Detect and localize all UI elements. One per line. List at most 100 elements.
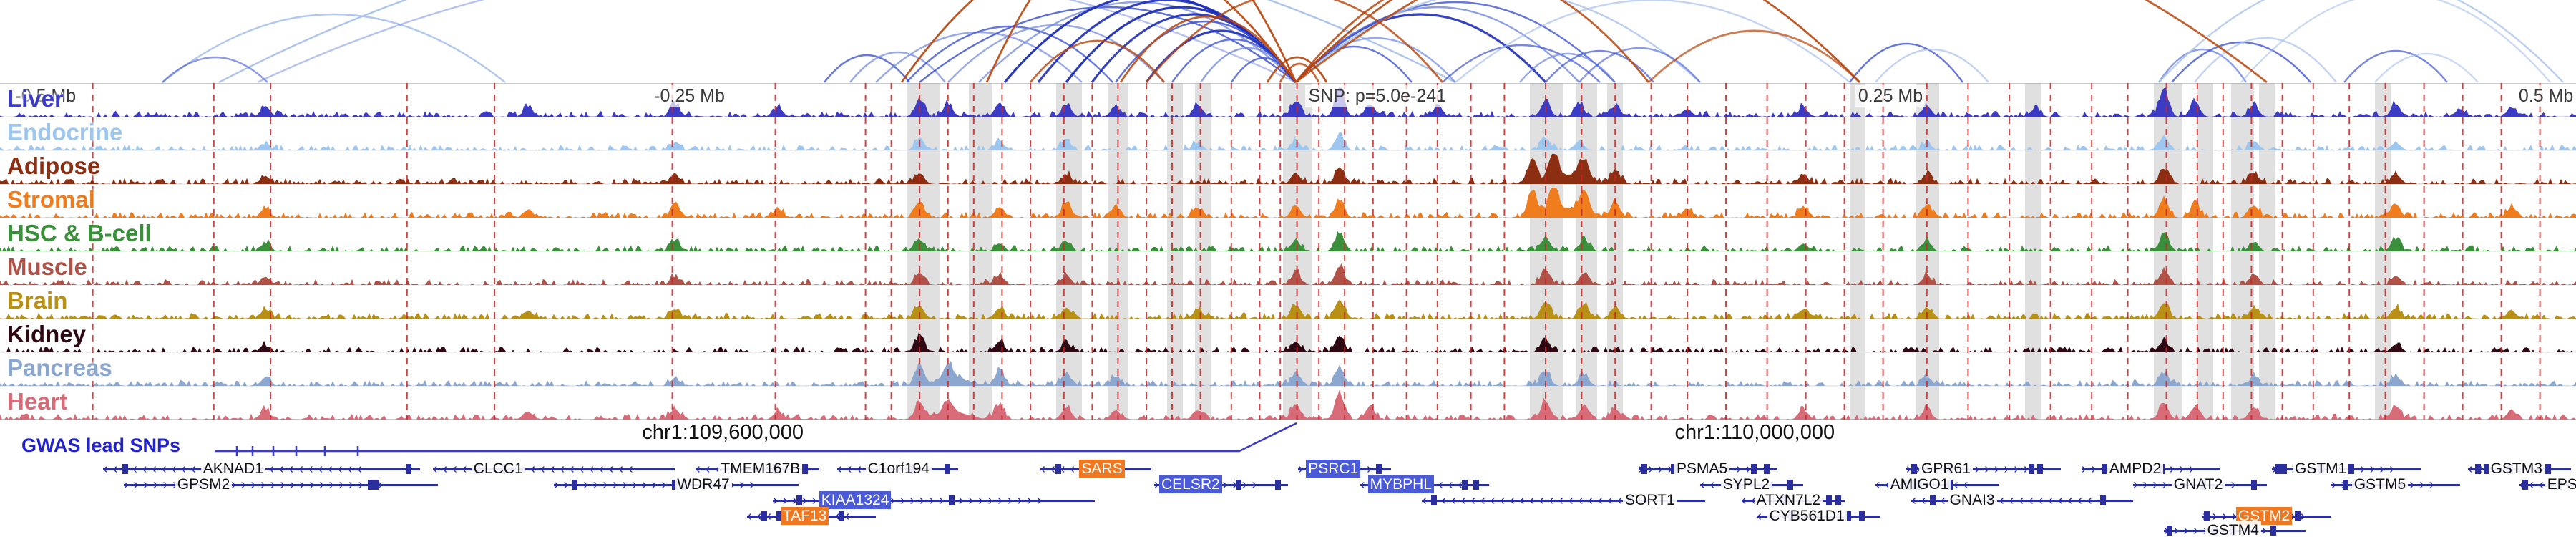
interaction-arc	[2158, 48, 2247, 83]
gene-exon	[1751, 464, 1757, 474]
gene-exon	[672, 480, 678, 490]
interaction-arc	[1579, 47, 1701, 83]
interaction-arc	[1519, 52, 1616, 83]
interaction-arc	[985, 0, 1297, 83]
gene-label-sort1: SORT1	[1623, 491, 1677, 509]
gene-exon	[406, 464, 411, 474]
signal-muscle	[0, 263, 2576, 285]
gene-exon	[2251, 480, 2257, 490]
gene-exon	[776, 511, 782, 521]
gene-label-mybphl: MYBPHL	[1367, 475, 1434, 493]
signal-heart	[0, 390, 2576, 420]
interaction-arc	[1295, 1, 1616, 83]
gene-exon	[1431, 495, 1437, 505]
ruler-label-0-5-mb: -0.5 Mb	[11, 85, 80, 107]
interaction-arcs-panel	[162, 0, 2564, 83]
gene-exon	[1787, 480, 1793, 490]
interaction-arc	[824, 54, 910, 83]
interaction-arc	[2374, 52, 2479, 83]
gene-exon	[1911, 464, 1917, 474]
interaction-arc	[1029, 39, 1166, 83]
gene-exon	[2204, 511, 2210, 521]
gene-exon	[2348, 464, 2354, 474]
gene-track: ‹‹‹‹‹‹‹‹‹‹‹‹‹‹‹‹‹‹‹‹‹‹‹‹‹‹‹AKNAD1›››››››…	[0, 419, 2576, 537]
gene-exon	[368, 480, 374, 490]
gene-exon	[1376, 464, 1382, 474]
signal-pancreas	[0, 360, 2576, 386]
gene-label-psrc1: PSRC1	[1306, 460, 1361, 478]
gene-exon	[2037, 464, 2043, 474]
interaction-arc	[947, 24, 1165, 83]
track-label-heart: Heart	[7, 388, 68, 415]
track-label-pancreas: Pancreas	[7, 354, 112, 381]
gwas-lead-snps-label: GWAS lead SNPs	[21, 435, 181, 456]
gene-label-aknad1: AKNAD1	[200, 460, 265, 478]
gene-exon	[1462, 480, 1468, 490]
gene-exon	[122, 464, 128, 474]
gene-exon	[949, 495, 955, 505]
gene-exon	[2167, 526, 2172, 536]
gene-strand-arrows: ‹‹‹‹‹‹‹‹‹‹‹‹‹‹‹‹‹‹‹‹‹‹‹‹	[1422, 493, 1657, 508]
gene-exon	[839, 511, 844, 521]
gene-label-gpsm2: GPSM2	[175, 475, 233, 493]
track-label-brain: Brain	[7, 287, 68, 314]
gene-label-gstm1: GSTM1	[2293, 460, 2349, 478]
track-label-liver: Liver	[7, 85, 64, 112]
gene-label-c1orf194: C1orf194	[865, 460, 932, 478]
track-label-kidney: Kidney	[7, 321, 87, 347]
interaction-arc	[2343, 49, 2448, 83]
interaction-arc	[1294, 0, 1650, 83]
gene-label-gstm5: GSTM5	[2351, 475, 2409, 493]
gene-label-cyb561d1: CYB561D1	[1767, 507, 1847, 525]
signal-adipose	[0, 154, 2576, 184]
gene-label-gstm4: GSTM4	[2205, 521, 2261, 537]
interaction-arc	[900, 0, 1297, 83]
gene-exon	[2281, 464, 2287, 474]
interaction-arc	[906, 25, 1113, 83]
gene-exon	[761, 511, 767, 521]
gene-exon	[1826, 495, 1832, 505]
gene-label-sypl2: SYPL2	[1720, 475, 1772, 493]
interaction-arc	[2194, 37, 2337, 83]
gene-body	[123, 484, 438, 486]
interaction-arc	[162, 56, 268, 83]
gene-label-gnat2: GNAT2	[2171, 475, 2225, 493]
gene-body	[1911, 500, 2133, 502]
signal-hsc-b-cell	[0, 231, 2576, 251]
gene-exon	[1845, 511, 1851, 521]
gene-exon	[2100, 495, 2106, 505]
gene-label-atxn7l2: ATXN7L2	[1754, 491, 1823, 509]
track-label-stromal: Stromal	[7, 186, 95, 213]
track-label-muscle: Muscle	[7, 253, 87, 280]
gene-body	[773, 500, 1095, 502]
gene-exon	[1275, 480, 1281, 490]
interaction-arc	[1295, 0, 1701, 83]
interaction-arc	[978, 1, 1297, 83]
gene-label-gnai3: GNAI3	[1947, 491, 1997, 509]
gene-label-celsr2: CELSR2	[1159, 475, 1222, 493]
gene-exon	[796, 495, 802, 505]
interaction-arc	[849, 51, 946, 83]
gene-label-sars: SARS	[1079, 460, 1125, 478]
gene-exon	[2522, 480, 2528, 490]
interaction-arc	[257, 0, 1297, 83]
gene-strand-arrows: ›››››››››››››››››››››››››››	[123, 477, 388, 493]
gene-exon	[2475, 464, 2481, 474]
interaction-arc	[1442, 44, 1601, 83]
gwas-connector-line	[215, 422, 1297, 453]
interaction-arc	[1279, 62, 1320, 83]
coordinate-label: chr1:110,000,000	[1674, 421, 1835, 444]
gene-exon	[1835, 495, 1841, 505]
interaction-arc	[1648, 29, 1860, 83]
track-label-hsc-b-cell: HSC & B-cell	[7, 220, 152, 246]
gene-exon	[1671, 464, 1677, 474]
gene-exon	[2029, 464, 2034, 474]
gene-label-wdr47: WDR47	[675, 475, 732, 493]
interaction-arc	[1145, 0, 1444, 83]
gene-exon	[1764, 464, 1770, 474]
gene-label-ampd2: AMPD2	[2107, 460, 2164, 478]
gene-label-tmem167b: TMEM167B	[718, 460, 803, 478]
gene-exon	[945, 464, 950, 474]
gene-label-clcc1: CLCC1	[471, 460, 525, 478]
